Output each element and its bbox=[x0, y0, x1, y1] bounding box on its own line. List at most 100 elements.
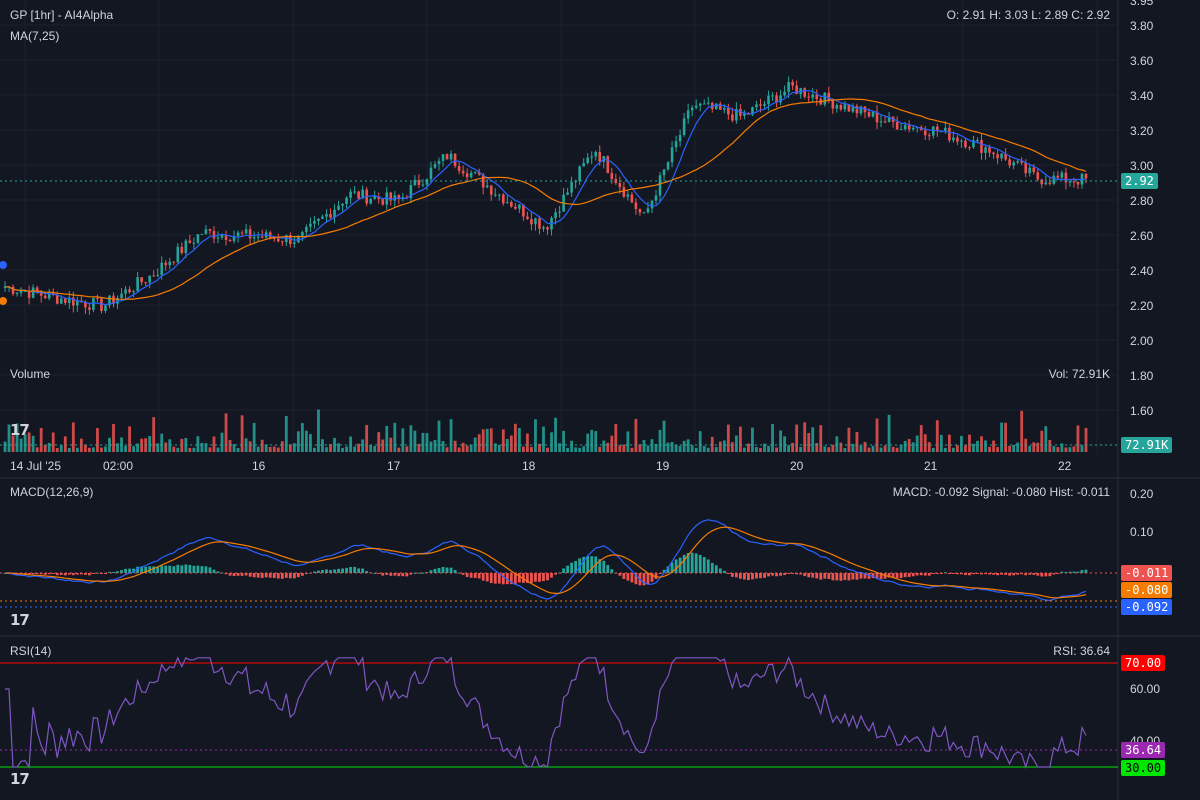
candle-body bbox=[903, 125, 907, 130]
candle-body bbox=[19, 290, 23, 293]
volume-bar bbox=[59, 445, 63, 452]
candle-body bbox=[980, 139, 983, 153]
macd-hist-bar bbox=[899, 573, 903, 578]
volume-bar bbox=[787, 445, 791, 452]
macd-hist-bar bbox=[465, 573, 469, 577]
volume-bar bbox=[513, 423, 517, 452]
macd-line-tag: -0.092 bbox=[1121, 599, 1173, 615]
macd-hist-bar bbox=[1064, 571, 1068, 573]
volume-bar bbox=[272, 446, 276, 452]
macd-hist-bar bbox=[1000, 573, 1004, 575]
candle-body bbox=[606, 156, 610, 174]
volume-bar bbox=[128, 426, 131, 452]
macd-hist-bar bbox=[296, 573, 300, 578]
macd-hist-bar bbox=[738, 573, 742, 579]
macd-hist-bar bbox=[755, 573, 758, 579]
volume-bar bbox=[405, 446, 409, 452]
candle-body bbox=[112, 295, 115, 304]
volume-bar bbox=[341, 447, 344, 452]
macd-hist-bar bbox=[895, 573, 899, 578]
macd-hist-bar bbox=[763, 573, 766, 578]
macd-hist-bar bbox=[284, 573, 288, 578]
volume-bar bbox=[919, 425, 923, 452]
candle-body bbox=[972, 140, 975, 148]
volume-bar bbox=[1008, 445, 1012, 452]
macd-hist-bar bbox=[875, 573, 879, 579]
volume-bar bbox=[887, 414, 891, 452]
volume-bar bbox=[124, 445, 127, 452]
macd-hist-bar bbox=[361, 568, 365, 573]
macd-hist-bar bbox=[799, 573, 803, 575]
volume-bar bbox=[779, 430, 782, 452]
macd-hist-bar bbox=[1012, 573, 1016, 576]
volume-bar bbox=[546, 447, 549, 452]
volume-bar bbox=[839, 442, 843, 452]
volume-label: Volume bbox=[10, 367, 51, 381]
candle-body bbox=[674, 141, 678, 148]
candle-body bbox=[964, 140, 967, 148]
macd-hist-bar bbox=[690, 552, 694, 573]
candle-body bbox=[867, 112, 871, 117]
macd-hist-bar bbox=[55, 573, 59, 576]
macd-hist-bar bbox=[67, 573, 71, 575]
volume-bar bbox=[104, 446, 107, 452]
macd-hist-bar bbox=[702, 557, 706, 573]
macd-hist-bar bbox=[136, 566, 140, 573]
rsi-value: RSI: 36.64 bbox=[1053, 644, 1110, 658]
last-price-tag: 2.92 bbox=[1121, 173, 1158, 189]
macd-hist-bar bbox=[682, 554, 686, 573]
macd-hist-bar bbox=[807, 573, 811, 578]
volume-bar bbox=[972, 443, 975, 452]
candle-body bbox=[514, 206, 517, 209]
volume-bar bbox=[674, 444, 678, 452]
macd-hist-bar bbox=[622, 573, 626, 579]
volume-bar bbox=[964, 445, 967, 452]
macd-hist-bar bbox=[927, 573, 931, 576]
volume-bar bbox=[811, 427, 815, 452]
macd-hist-bar bbox=[710, 562, 714, 573]
macd-hist-bar bbox=[811, 573, 815, 578]
macd-hist-bar bbox=[473, 573, 477, 578]
time-label-0200: 02:00 bbox=[103, 459, 134, 473]
price-tick: 3.40 bbox=[1130, 89, 1154, 103]
macd-hist-bar bbox=[562, 568, 565, 573]
macd-hist-bar bbox=[530, 573, 533, 584]
volume-bar bbox=[309, 434, 312, 452]
candle-body bbox=[188, 240, 192, 243]
volume-bar bbox=[911, 442, 915, 452]
candle-body bbox=[690, 107, 694, 111]
volume-bar bbox=[417, 443, 421, 452]
candle-body bbox=[582, 163, 585, 167]
volume-bar bbox=[397, 447, 401, 452]
candle-body bbox=[220, 234, 224, 238]
candle-body bbox=[168, 261, 172, 266]
volume-bar bbox=[485, 428, 489, 452]
volume-bar bbox=[469, 444, 473, 452]
volume-bar bbox=[730, 442, 734, 452]
candle-body bbox=[293, 242, 296, 244]
macd-hist-bar bbox=[124, 568, 127, 573]
macd-hist-bar bbox=[43, 573, 47, 575]
macd-hist-bar bbox=[112, 571, 115, 573]
volume-bar bbox=[168, 439, 172, 452]
volume-bar bbox=[393, 422, 397, 452]
candle-body bbox=[421, 184, 425, 186]
volume-bar bbox=[481, 429, 485, 452]
volume-bar bbox=[152, 417, 156, 452]
macd-hist-bar bbox=[497, 573, 501, 584]
candle-body bbox=[662, 169, 666, 176]
macd-hist-bar bbox=[887, 573, 891, 578]
volume-bar bbox=[505, 438, 509, 452]
macd-hist-bar bbox=[228, 573, 232, 576]
volume-bar bbox=[662, 420, 666, 452]
macd-hist-bar bbox=[1068, 571, 1072, 573]
volume-bar bbox=[847, 427, 851, 452]
volume-bar bbox=[638, 444, 642, 452]
volume-bar bbox=[445, 447, 449, 452]
volume-bar bbox=[710, 436, 714, 452]
candle-body bbox=[570, 182, 573, 193]
candle-body bbox=[566, 192, 569, 195]
volume-bar bbox=[891, 446, 895, 452]
candle-body bbox=[196, 234, 200, 243]
volume-bar bbox=[526, 433, 529, 452]
